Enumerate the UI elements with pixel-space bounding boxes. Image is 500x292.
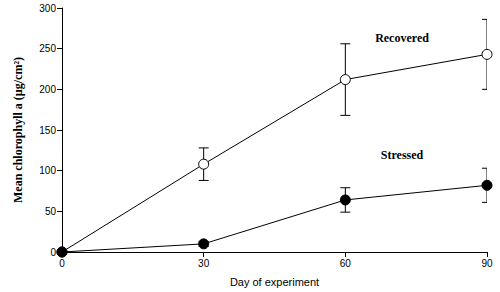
svg-text:90: 90 bbox=[481, 258, 493, 269]
svg-text:60: 60 bbox=[340, 258, 352, 269]
svg-text:Stressed: Stressed bbox=[381, 148, 424, 162]
svg-text:0: 0 bbox=[50, 247, 56, 258]
svg-text:0: 0 bbox=[59, 258, 65, 269]
svg-text:150: 150 bbox=[39, 125, 56, 136]
svg-text:Recovered: Recovered bbox=[375, 31, 429, 45]
svg-text:200: 200 bbox=[39, 84, 56, 95]
svg-text:Mean chlorophyll a (µg/cm²): Mean chlorophyll a (µg/cm²) bbox=[11, 57, 25, 203]
svg-text:50: 50 bbox=[45, 206, 57, 217]
svg-text:300: 300 bbox=[39, 3, 56, 14]
svg-text:30: 30 bbox=[198, 258, 210, 269]
svg-text:250: 250 bbox=[39, 43, 56, 54]
svg-text:Day of experiment: Day of experiment bbox=[230, 276, 319, 288]
svg-text:100: 100 bbox=[39, 165, 56, 176]
